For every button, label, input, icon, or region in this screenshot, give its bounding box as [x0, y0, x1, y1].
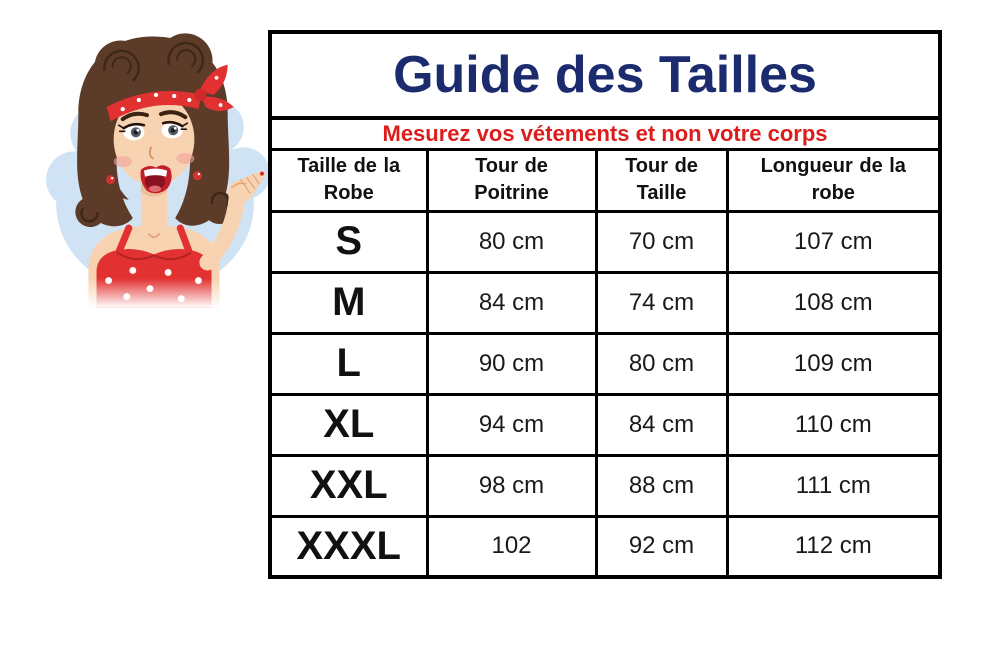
table-row-xxxl: XXXL 102 92 cm 112 cm	[268, 514, 942, 579]
waist-cell: 74 cm	[594, 270, 729, 335]
headband	[106, 64, 234, 122]
bust-cell: 90 cm	[425, 331, 598, 396]
table-row-m: M 84 cm 74 cm 108 cm	[268, 270, 942, 335]
waist-cell: 80 cm	[594, 331, 729, 396]
bust-cell: 94 cm	[425, 392, 598, 457]
table-row-xl: XL 94 cm 84 cm 110 cm	[268, 392, 942, 457]
table-row-l: L 90 cm 80 cm 109 cm	[268, 331, 942, 396]
hair-side-waves	[95, 92, 219, 200]
bust-cell: 84 cm	[425, 270, 598, 335]
length-cell: 110 cm	[725, 392, 942, 457]
size-cell: S	[268, 209, 429, 274]
length-cell: 109 cm	[725, 331, 942, 396]
nose	[148, 146, 155, 160]
waist-cell: 92 cm	[594, 514, 729, 579]
pinup-girl-svg	[46, 33, 268, 308]
length-cell: 107 cm	[725, 209, 942, 274]
col-header-waist: Tour de Taille	[594, 147, 729, 213]
page-title: Guide des Tailles	[393, 46, 817, 104]
length-cell: 108 cm	[725, 270, 942, 335]
length-cell: 112 cm	[725, 514, 942, 579]
mouth	[140, 165, 172, 194]
size-cell: M	[268, 270, 429, 335]
presenting-hand	[199, 171, 266, 271]
table-row-xxl: XXL 98 cm 88 cm 111 cm	[268, 453, 942, 518]
waist-cell: 84 cm	[594, 392, 729, 457]
fade-overlay	[64, 278, 260, 308]
cheeks	[113, 152, 195, 168]
earrings	[106, 171, 202, 185]
col-header-dress-length: Longueur de la robe	[725, 147, 942, 213]
length-cell: 111 cm	[725, 453, 942, 518]
column-header-row: Taille de la Robe Tour de Poitrine Tour …	[268, 147, 942, 213]
bust-cell: 80 cm	[425, 209, 598, 274]
size-guide-table: Guide des Tailles Mesurez vos vétements …	[268, 30, 943, 579]
waist-cell: 70 cm	[594, 209, 729, 274]
col-header-dress-size: Taille de la Robe	[268, 147, 429, 213]
bust-cell: 98 cm	[425, 453, 598, 518]
size-cell: L	[268, 331, 429, 396]
col-header-bust: Tour de Poitrine	[425, 147, 598, 213]
measurement-note: Mesurez vos vétements et non votre corps	[382, 120, 828, 146]
bust-cell: 102	[425, 514, 598, 579]
waist-cell: 88 cm	[594, 453, 729, 518]
table-row-s: S 80 cm 70 cm 107 cm	[268, 209, 942, 274]
hair-victory-rolls	[94, 33, 213, 93]
pinup-girl-illustration	[36, 10, 268, 308]
size-cell: XXXL	[268, 514, 429, 579]
size-cell: XL	[268, 392, 429, 457]
eyes	[117, 110, 189, 141]
subtitle-row: Mesurez vos vétements et non votre corps	[268, 116, 942, 151]
title-row: Guide des Tailles	[268, 30, 942, 120]
size-cell: XXL	[268, 453, 429, 518]
